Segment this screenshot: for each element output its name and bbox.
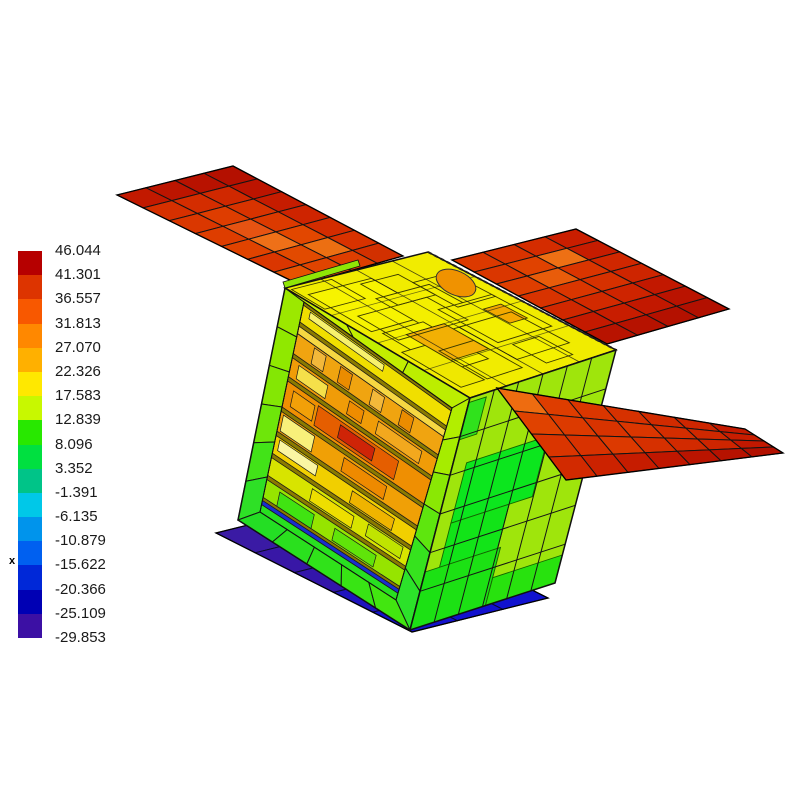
- antenna-ellipse: [435, 268, 477, 298]
- upper-right-solar-wing: [450, 228, 731, 345]
- internal-electronics-boards: [259, 302, 452, 601]
- satellite-body-front-frame: [236, 286, 472, 632]
- satellite-body-top-face: [282, 251, 618, 399]
- x-axis-marker: x: [9, 555, 16, 567]
- left-solar-wing: [115, 165, 405, 286]
- lower-right-solar-wing: [495, 387, 785, 481]
